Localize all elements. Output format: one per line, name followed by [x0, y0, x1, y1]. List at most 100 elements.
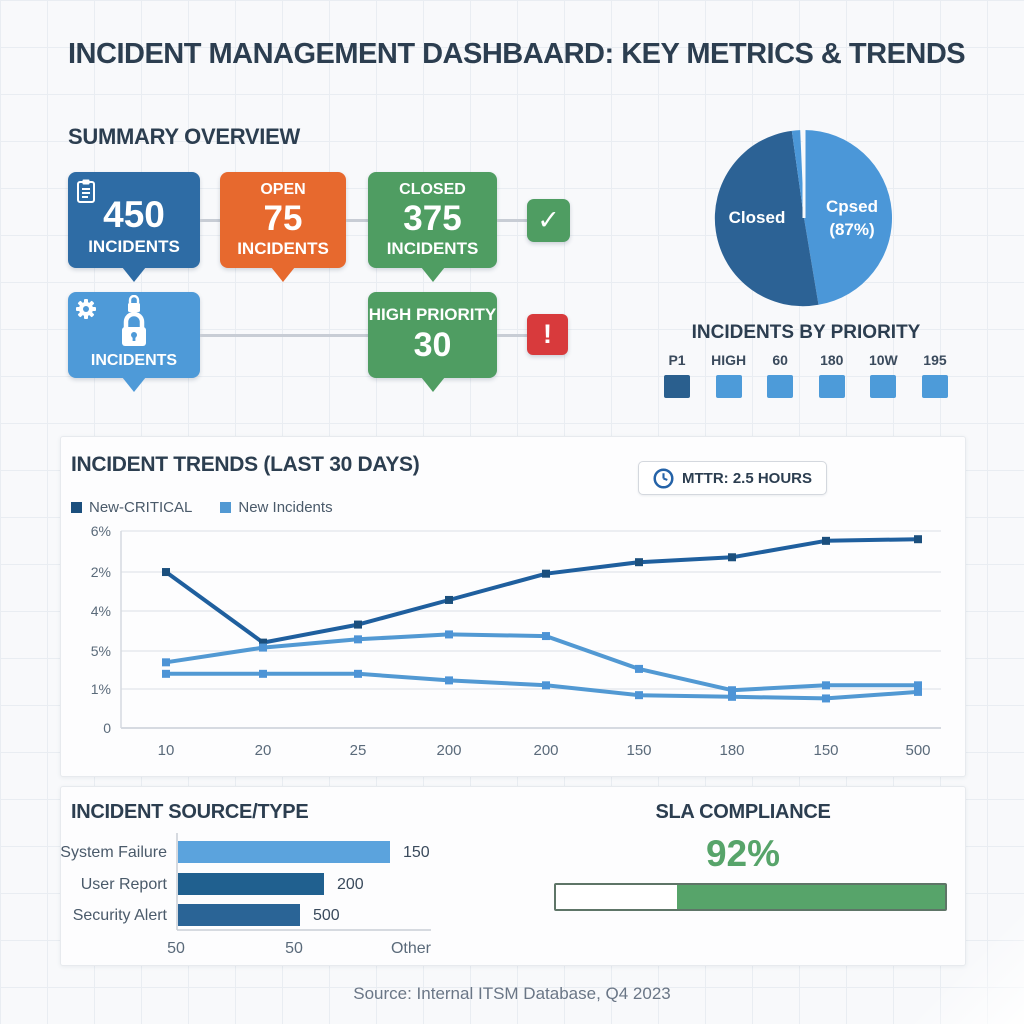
card-label: INCIDENTS — [90, 352, 178, 369]
trends-title: INCIDENT TRENDS (LAST 30 DAYS) — [71, 453, 420, 476]
check-glyph: ✓ — [537, 205, 560, 235]
connector-line — [200, 334, 368, 337]
svg-text:1%: 1% — [91, 681, 111, 697]
sla-title: SLA COMPLIANCE — [655, 801, 831, 823]
svg-text:150: 150 — [403, 844, 430, 861]
priority-label: 10W — [868, 352, 898, 368]
incident-status-pie-chart: Cpsed (87%) Closed — [714, 129, 893, 307]
card-value: 450 — [103, 194, 165, 235]
priority-item: 180 — [809, 352, 855, 398]
svg-text:0: 0 — [103, 720, 111, 736]
svg-text:500: 500 — [313, 907, 340, 924]
svg-text:200: 200 — [337, 876, 364, 893]
alert-icon: ! — [527, 314, 568, 355]
incident-trends-line-chart: 6% 2% 4% 5% 1% 0 10 20 25 200 200 150 180 150 500 — [91, 523, 941, 759]
connector-line — [346, 219, 368, 222]
connector-line — [497, 334, 527, 337]
svg-text:5%: 5% — [91, 643, 111, 659]
card-pointer — [420, 377, 445, 392]
card-label: INCIDENTS — [386, 239, 479, 258]
card-pointer — [271, 267, 295, 282]
svg-text:50: 50 — [285, 940, 303, 957]
priority-swatch — [664, 375, 690, 398]
svg-text:150: 150 — [813, 742, 838, 759]
priority-swatch-row: P1 HIGH 60 180 10W 195 — [650, 352, 962, 398]
svg-text:50: 50 — [167, 940, 185, 957]
legend-item: New-CRITICAL — [71, 499, 192, 516]
svg-text:6%: 6% — [91, 523, 111, 539]
svg-text:25: 25 — [350, 742, 367, 759]
svg-text:2%: 2% — [91, 564, 111, 580]
priority-label: 195 — [923, 352, 947, 368]
svg-text:10: 10 — [158, 742, 175, 759]
card-value: 375 — [403, 199, 462, 238]
incident-trends-panel: INCIDENT TRENDS (LAST 30 DAYS) MTTR: 2.5… — [60, 436, 966, 777]
svg-text:4%: 4% — [91, 603, 111, 619]
svg-text:20: 20 — [255, 742, 272, 759]
priority-item: 10W — [860, 352, 906, 398]
source-note: Source: Internal ITSM Database, Q4 2023 — [353, 984, 671, 1003]
bottom-panel: INCIDENT SOURCE/TYPE System Failure 150 Us… — [60, 786, 966, 966]
svg-text:200: 200 — [436, 742, 461, 759]
priority-swatch — [921, 375, 948, 398]
clipboard-icon — [76, 179, 96, 208]
priority-label: HIGH — [711, 352, 747, 368]
alert-glyph: ! — [543, 319, 552, 349]
source-type-title: INCIDENT SOURCE/TYPE — [71, 801, 309, 823]
svg-text:150: 150 — [626, 742, 651, 759]
legend-label: New-CRITICAL — [89, 499, 193, 516]
svg-text:180: 180 — [719, 742, 744, 759]
svg-text:500: 500 — [905, 742, 930, 759]
small-lock-icon — [126, 294, 142, 318]
clock-icon — [653, 467, 674, 489]
legend-swatch — [71, 502, 82, 513]
trends-legend: New-CRITICAL New Incidents — [71, 499, 333, 516]
corner-fold-decoration — [914, 914, 1024, 1024]
check-icon: ✓ — [527, 199, 570, 242]
card-value: 75 — [263, 199, 303, 238]
priority-label: 180 — [820, 352, 844, 368]
card-top-label: OPEN — [260, 181, 306, 198]
card-open-incidents: OPEN 75 INCIDENTS — [220, 172, 346, 282]
svg-text:Security Alert: Security Alert — [73, 907, 168, 924]
card-closed-incidents: CLOSED 375 INCIDENTS — [368, 172, 497, 282]
priority-swatch — [870, 375, 897, 398]
card-pointer — [122, 377, 146, 392]
legend-label: New Incidents — [238, 499, 333, 516]
priority-title: INCIDENTS BY PRIORITY — [691, 322, 921, 343]
svg-text:200: 200 — [533, 742, 558, 759]
card-value: 30 — [413, 326, 452, 364]
incidents-by-priority: INCIDENTS BY PRIORITY P1 HIGH 60 180 10W 195 — [650, 322, 962, 398]
connector-line — [497, 219, 527, 222]
card-pointer — [122, 267, 146, 282]
card-pointer — [420, 267, 445, 282]
svg-text:(87%): (87%) — [829, 220, 874, 239]
lock-icon — [119, 311, 149, 353]
legend-swatch — [220, 502, 232, 513]
priority-swatch — [715, 375, 742, 398]
svg-text:Closed: Closed — [729, 208, 786, 227]
priority-swatch — [767, 375, 794, 398]
priority-item: HIGH — [706, 352, 752, 398]
priority-label: 60 — [772, 352, 788, 368]
svg-text:System Failure: System Failure — [61, 844, 167, 861]
connector-line — [200, 219, 220, 222]
sla-value: 92% — [705, 833, 781, 874]
priority-item: 195 — [912, 352, 958, 398]
sla-progress-bar — [554, 883, 947, 911]
card-label: INCIDENTS — [237, 239, 329, 258]
svg-text:User Report: User Report — [81, 876, 168, 893]
priority-label: P1 — [668, 352, 686, 368]
card-top-label: HIGH PRIORITY — [368, 305, 497, 324]
sla-progress-fill — [676, 885, 945, 909]
card-secured-incidents: INCIDENTS — [68, 292, 200, 392]
card-high-priority: HIGH PRIORITY 30 — [368, 292, 497, 392]
mttr-label: MTTR: 2.5 HOURS — [682, 469, 813, 487]
card-total-incidents: 450 INCIDENTS — [68, 172, 200, 282]
priority-item: P1 — [654, 352, 700, 398]
priority-swatch — [818, 375, 845, 398]
summary-heading: SUMMARY OVERVIEW — [68, 124, 300, 149]
incident-source-bar-chart: System Failure 150 User Report 200 Security … — [61, 833, 432, 957]
mttr-badge: MTTR: 2.5 HOURS — [638, 461, 828, 495]
